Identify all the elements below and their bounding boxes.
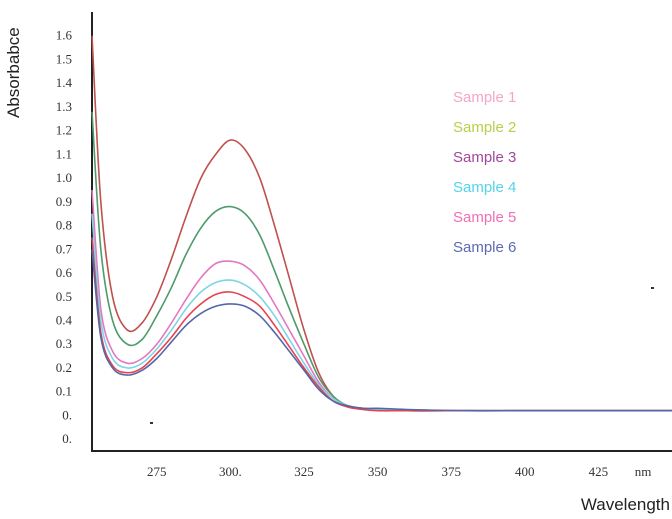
y-tick-label: 0.3 <box>56 336 72 351</box>
legend: Sample 1 Sample 2 Sample 3 Sample 4 Sample 5… <box>453 89 516 256</box>
x-axis-title: Wavelength <box>581 495 670 514</box>
stray-mark <box>150 422 153 424</box>
x-tick-labels: 275 300. 325 350 375 400 425 <box>147 464 608 479</box>
legend-entry-sample-3: Sample 3 <box>453 149 516 166</box>
legend-entry-sample-6: Sample 6 <box>453 239 516 256</box>
y-tick-label: 0.5 <box>56 289 72 304</box>
x-tick-label: 375 <box>441 464 461 479</box>
y-tick-label: 0.6 <box>56 265 73 280</box>
x-tick-label: 325 <box>294 464 314 479</box>
y-tick-labels: 1.6 1.5 1.4 1.3 1.2 1.1 1.0 0.9 0.8 0.7 0.6 0.5 0.4 0… <box>56 28 73 446</box>
legend-entry-sample-5: Sample 5 <box>453 209 516 226</box>
y-tick-label: 0.9 <box>56 194 72 209</box>
x-tick-label: 425 <box>589 464 609 479</box>
legend-entry-sample-1: Sample 1 <box>453 89 516 106</box>
y-tick-label: 0. <box>62 431 72 446</box>
series-lines <box>91 35 672 412</box>
series-line-sample-6 <box>91 249 672 412</box>
y-tick-label: 0.7 <box>56 241 73 256</box>
y-axis-title: Absorbabce <box>4 27 23 118</box>
x-tick-label: 275 <box>147 464 167 479</box>
y-tick-label: 0.4 <box>56 312 73 327</box>
series-line-sample-1 <box>91 35 672 412</box>
legend-entry-sample-2: Sample 2 <box>453 119 516 136</box>
stray-mark <box>651 287 654 289</box>
y-tick-label: 0.8 <box>56 218 72 233</box>
x-tick-label: 350 <box>368 464 388 479</box>
y-tick-label: 1.5 <box>56 51 72 66</box>
y-tick-label: 0. <box>62 407 72 422</box>
y-tick-label: 1.6 <box>56 28 73 43</box>
y-tick-label: 1.0 <box>56 170 72 185</box>
y-tick-label: 1.2 <box>56 123 72 138</box>
x-tick-label: 300. <box>219 464 242 479</box>
series-line-sample-2 <box>91 111 672 412</box>
series-line-sample-5 <box>91 237 672 412</box>
y-tick-label: 1.4 <box>56 75 73 90</box>
y-tick-label: 0.1 <box>56 384 72 399</box>
x-tick-label: 400 <box>515 464 535 479</box>
y-tick-label: 1.1 <box>56 146 72 161</box>
y-tick-label: 1.3 <box>56 99 72 114</box>
series-line-sample-3 <box>91 189 672 412</box>
y-tick-label: 0.2 <box>56 360 72 375</box>
x-unit-label: nm <box>635 464 652 479</box>
legend-entry-sample-4: Sample 4 <box>453 179 516 196</box>
